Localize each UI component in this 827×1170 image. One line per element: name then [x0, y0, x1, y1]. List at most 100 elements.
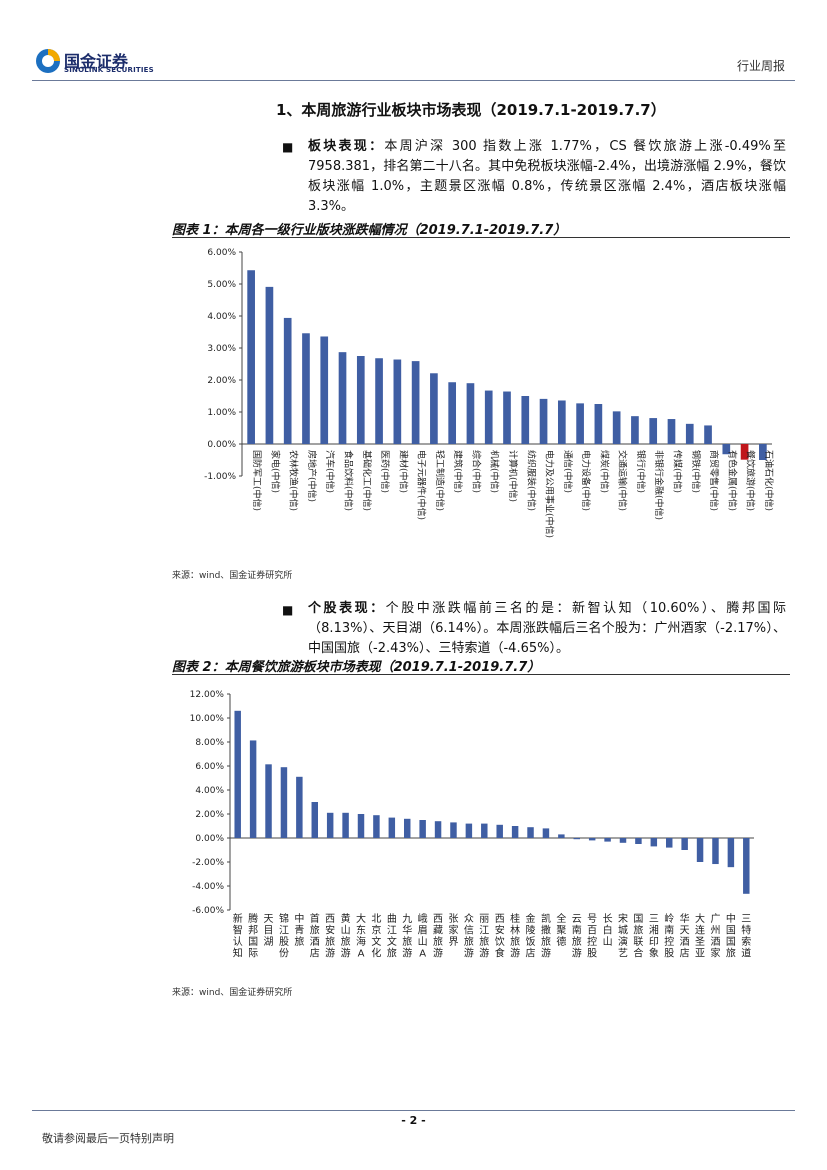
disclaimer: 敬请参阅最后一页特别声明	[42, 1132, 174, 1145]
bar	[612, 411, 621, 444]
x-tick-label: 有色金属(中信)	[726, 450, 738, 511]
bar	[302, 333, 310, 444]
x-tick-label: 腾邦国际	[248, 912, 258, 960]
x-tick-label: 煤炭(中信)	[598, 450, 610, 493]
x-tick-label: 商贸零售(中信)	[708, 450, 720, 511]
chart2-title-rule	[172, 674, 790, 675]
y-tick-label: 0.00%	[207, 440, 236, 450]
header-divider	[32, 80, 795, 81]
bar	[712, 838, 719, 865]
y-tick-label: 0.00%	[195, 834, 224, 844]
chart2: 12.00% 10.00% 8.00% 6.00% 4.00% 2.00% 0.00% -2.…	[190, 690, 754, 960]
paragraph-text: 本周沪深 300 指数上涨 1.77%，CS 餐饮旅游上涨-0.49%至 795…	[308, 139, 786, 214]
bar	[631, 416, 639, 444]
bar	[247, 270, 255, 444]
x-tick-label: 房地产(中信)	[306, 450, 318, 502]
bar	[481, 823, 488, 838]
bar	[649, 418, 658, 444]
bar	[511, 826, 519, 838]
y-tick-label: 1.00%	[207, 408, 236, 418]
x-tick-label: 农林牧渔(中信)	[288, 450, 300, 511]
chart2-source: 来源：wind、国金证券研究所	[172, 988, 293, 998]
y-tick-label: 12.00%	[190, 690, 225, 700]
x-tick-label: 云南旅游	[572, 914, 582, 960]
bar	[685, 423, 694, 444]
x-tick-label: 天目湖	[264, 914, 274, 948]
bar	[411, 361, 420, 444]
chart1-title-rule	[172, 237, 790, 238]
bar	[450, 822, 457, 838]
page-number: - 2 -	[401, 1114, 426, 1127]
paragraph-label: 板块表现：	[308, 139, 385, 154]
x-tick-label: 大连圣亚	[695, 912, 705, 960]
bar	[320, 336, 329, 444]
x-tick-label: 丽江旅游	[479, 914, 489, 960]
bar	[393, 359, 402, 444]
x-tick-label: 三湘印象	[649, 914, 659, 960]
y-tick-label: -6.00%	[192, 906, 224, 916]
bar	[484, 390, 493, 444]
bar	[283, 317, 292, 444]
bar	[280, 767, 288, 838]
bar	[356, 356, 365, 444]
y-tick-label: 4.00%	[207, 312, 236, 322]
x-tick-label: 非银行金融(中信)	[653, 450, 665, 520]
x-tick-label: 岭南控股	[664, 912, 674, 960]
bar	[727, 838, 735, 868]
bar	[388, 817, 396, 838]
bar	[722, 444, 731, 455]
x-tick-label: 首旅酒店	[310, 912, 320, 960]
chart2-title: 图表 2：本周餐饮旅游板块市场表现（2019.7.1-2019.7.7）	[172, 660, 541, 675]
company-logo: 国金证券 SINOLINK SECURITIES	[34, 46, 154, 80]
y-tick-label: -1.00%	[204, 472, 236, 482]
y-tick-label: 8.00%	[195, 738, 224, 748]
bar	[696, 838, 704, 862]
x-tick-label: 食品饮料(中信)	[343, 450, 355, 511]
bar	[539, 398, 548, 444]
bar	[430, 373, 438, 444]
x-tick-label: 广州酒家	[710, 913, 720, 960]
bullet-icon: ■	[282, 603, 294, 617]
logo-text-cn: 国金证券	[64, 52, 129, 71]
x-tick-label: 石油石化(中信)	[763, 450, 775, 511]
x-tick-label: 建材(中信)	[397, 450, 409, 493]
y-tick-label: 2.00%	[195, 810, 224, 820]
x-tick-label: 交通运输(中信)	[617, 450, 629, 511]
bar	[357, 814, 365, 838]
y-tick-label: 10.00%	[190, 714, 225, 724]
bar	[265, 286, 274, 444]
bar	[296, 776, 303, 838]
y-tick-label: 2.00%	[207, 376, 236, 386]
bar	[667, 419, 676, 444]
bar	[249, 740, 257, 838]
x-tick-label: 西安旅游	[325, 914, 335, 960]
x-tick-label: 汽车(中信)	[324, 450, 336, 493]
bar	[557, 400, 566, 444]
x-tick-label: 新智认知	[233, 912, 243, 960]
x-tick-label: 桂林旅游	[510, 912, 520, 960]
chart1-source: 来源：wind、国金证券研究所	[172, 571, 293, 581]
bar	[465, 823, 473, 838]
bar	[759, 444, 767, 460]
bar	[434, 821, 442, 838]
bar	[527, 827, 534, 838]
logo-icon	[36, 49, 60, 73]
y-tick-label: 6.00%	[195, 762, 224, 772]
x-tick-label: 银行(中信)	[635, 450, 647, 493]
bar	[650, 838, 658, 847]
y-tick-label: 3.00%	[207, 344, 236, 354]
x-tick-label: 张家界	[448, 913, 458, 948]
bar	[419, 820, 426, 838]
x-tick-label: 长白山	[603, 913, 613, 948]
paragraph-stocks: 个股表现：个股中涨跌幅前三名的是：新智认知（10.60%）、腾邦国际（8.13%…	[308, 599, 786, 659]
x-tick-label: 中青旅	[294, 912, 304, 948]
report-type: 行业周报	[736, 59, 785, 73]
bar	[635, 838, 642, 844]
x-tick-label: 三特索道	[741, 914, 751, 960]
x-tick-label: 锦江股份	[279, 912, 289, 960]
x-tick-label: 西安饮食	[495, 914, 505, 960]
y-tick-label: 4.00%	[195, 786, 224, 796]
logo-text-en: SINOLINK SECURITIES	[64, 66, 154, 74]
x-tick-label: 轻工制造(中信)	[434, 450, 446, 511]
x-tick-label: 基础化工(中信)	[361, 450, 373, 511]
